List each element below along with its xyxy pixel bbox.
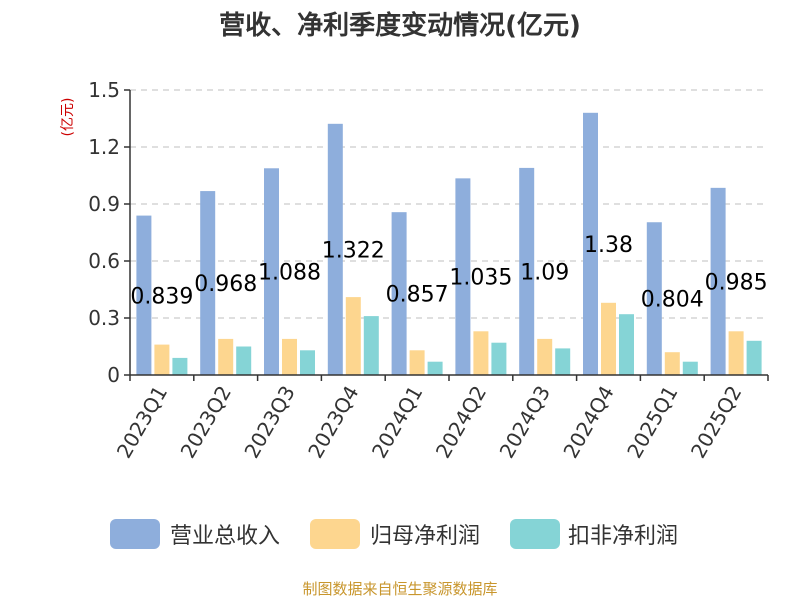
axes: 0 0.3 0.6 0.9 1.2 1.5 2023Q1 2023Q2 2023Q3 2023Q4… <box>88 78 769 463</box>
bar-series-2 <box>218 338 234 375</box>
x-tick-label: 2023Q3 <box>239 382 299 463</box>
y-tick-label: 0.3 <box>88 306 120 330</box>
bar-series-3 <box>682 361 698 375</box>
bar-series-3 <box>236 346 252 375</box>
bar-series-2 <box>601 302 616 375</box>
bar-series-3 <box>172 357 188 375</box>
bar-series-3 <box>363 316 379 375</box>
legend-swatch <box>110 519 160 549</box>
y-tick-label: 1.5 <box>88 78 120 102</box>
y-tick-label: 1.2 <box>88 135 120 159</box>
bar-series-1 <box>327 123 343 375</box>
legend-label: 扣非净利润 <box>568 524 678 549</box>
bar-series-3 <box>619 314 634 375</box>
x-tick-label: 2023Q2 <box>176 382 236 463</box>
y-tick-label: 0.9 <box>88 192 120 216</box>
legend-label: 营业总收入 <box>170 524 280 549</box>
x-tick-label: 2024Q1 <box>367 382 427 463</box>
bar-series-2 <box>154 344 170 375</box>
bar-series-1 <box>136 215 152 375</box>
bar-series-1 <box>264 168 279 375</box>
source-note: 制图数据来自恒生聚源数据库 <box>302 580 497 598</box>
bar-series-1 <box>583 112 598 376</box>
data-label: 1.38 <box>584 233 633 258</box>
bar-series-2 <box>728 331 744 375</box>
bar-series-2 <box>664 352 680 375</box>
x-tick-label: 2025Q1 <box>622 382 682 463</box>
y-tick-label: 0 <box>107 363 120 387</box>
bar-series-1 <box>710 187 726 375</box>
x-tick-label: 2023Q1 <box>112 382 172 463</box>
data-label: 0.857 <box>386 283 449 308</box>
data-label: 1.035 <box>449 266 512 291</box>
bar-series-3 <box>491 342 507 375</box>
bar-series-3 <box>300 350 315 375</box>
data-label: 0.839 <box>130 284 193 309</box>
legend-label: 归母净利润 <box>370 524 480 549</box>
x-tick-label: 2024Q4 <box>558 382 618 463</box>
bar-series-1 <box>391 212 407 375</box>
bar-series-2 <box>473 331 489 375</box>
legend-swatch <box>510 519 560 549</box>
data-label: 1.09 <box>520 260 569 285</box>
data-label: 1.322 <box>322 238 385 263</box>
data-label: 1.088 <box>258 261 321 286</box>
legend: 营业总收入 归母净利润 扣非净利润 <box>110 519 678 549</box>
bar-series-3 <box>427 361 443 375</box>
x-tick-label: 2024Q3 <box>495 382 555 463</box>
bar-series-1 <box>200 191 216 375</box>
bar-series-1 <box>646 222 662 375</box>
bar-series-2 <box>282 338 297 375</box>
data-label: 0.985 <box>705 270 768 295</box>
bar-series-1 <box>519 167 535 375</box>
data-label: 0.804 <box>641 288 704 313</box>
data-label: 0.968 <box>194 272 257 297</box>
y-tick-label: 0.6 <box>88 249 120 273</box>
bar-series-1 <box>455 178 471 375</box>
bar-series-2 <box>409 350 425 375</box>
x-tick-label: 2024Q2 <box>431 382 491 463</box>
bar-series-2 <box>537 338 553 375</box>
chart-title: 营收、净利季度变动情况(亿元) <box>219 10 581 41</box>
y-unit-label: (亿元) <box>60 98 76 137</box>
x-tick-label: 2023Q4 <box>303 382 363 463</box>
bar-series-3 <box>746 340 762 375</box>
x-tick-label: 2025Q2 <box>686 382 746 463</box>
bar-series-2 <box>345 297 361 375</box>
bars <box>136 112 762 376</box>
legend-swatch <box>310 519 360 549</box>
bar-series-3 <box>555 348 571 375</box>
